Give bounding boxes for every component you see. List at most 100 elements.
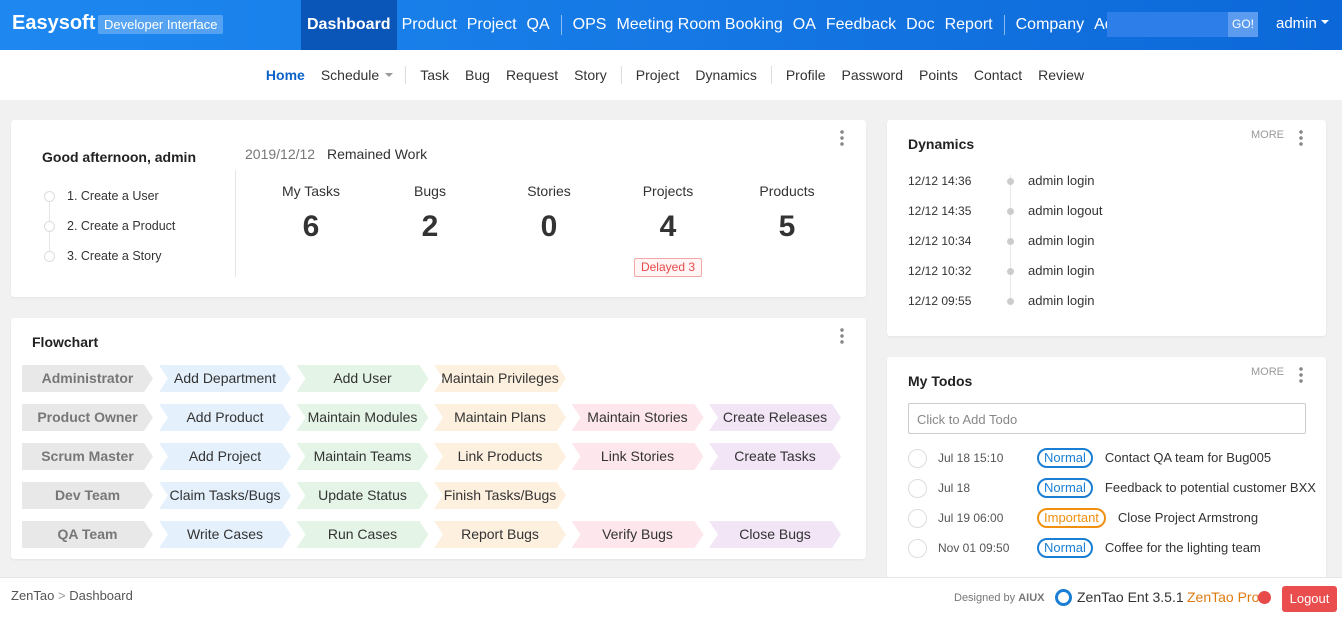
nav-item[interactable]: Project xyxy=(466,16,517,33)
flow-step[interactable]: Maintain Stories xyxy=(572,404,704,431)
flow-role: QA Team xyxy=(22,521,153,548)
todo-row: Important Close Project Armstrong xyxy=(1037,508,1258,528)
aiux[interactable]: AIUX xyxy=(1018,592,1045,604)
subnav-item[interactable]: Task xyxy=(420,67,450,83)
flow-step[interactable]: Verify Bugs xyxy=(572,521,704,548)
flow-step[interactable]: Finish Tasks/Bugs xyxy=(434,482,566,509)
nav-item[interactable]: Doc xyxy=(906,16,935,33)
flow-step[interactable]: Maintain Plans xyxy=(434,404,566,431)
step[interactable]: 2. Create a Product xyxy=(67,219,176,233)
subnav-separator xyxy=(770,66,772,84)
panel-menu[interactable] xyxy=(1299,366,1303,384)
search-box[interactable]: GO! xyxy=(1107,12,1258,37)
timeline-dot xyxy=(1007,208,1014,215)
flow-step[interactable]: Maintain Teams xyxy=(297,443,429,470)
logout-button[interactable]: Logout xyxy=(1282,586,1337,612)
more-link[interactable]: MORE xyxy=(1251,129,1284,141)
todo-text[interactable]: Contact QA team for Bug005 xyxy=(1104,450,1272,465)
flow-step[interactable]: Maintain Privileges xyxy=(434,365,566,392)
flow-step[interactable]: Create Releases xyxy=(709,404,841,431)
nav-item[interactable]: Meeting Room Booking xyxy=(616,16,783,33)
flow-step[interactable]: Maintain Modules xyxy=(297,404,429,431)
subnav-item[interactable]: Home xyxy=(265,67,305,83)
subnav-item[interactable]: Profile xyxy=(785,67,826,83)
timeline-dot xyxy=(1007,178,1014,185)
step[interactable]: 1. Create a User xyxy=(67,189,159,203)
flow-step[interactable]: Add Product xyxy=(159,404,291,431)
subnav-item[interactable]: Schedule xyxy=(313,67,399,83)
subnav-item[interactable]: Contact xyxy=(973,67,1023,83)
flow-step[interactable]: Link Products xyxy=(434,443,566,470)
flow-step[interactable]: Close Bugs xyxy=(709,521,841,548)
nav-item[interactable]: Product xyxy=(401,16,457,33)
flow-step[interactable]: Add Department xyxy=(159,365,291,392)
flow-step[interactable]: Report Bugs xyxy=(434,521,566,548)
brand[interactable]: Easysoft xyxy=(12,12,96,34)
subnav-item[interactable]: Dynamics xyxy=(695,67,757,83)
dynamic-text[interactable]: admin login xyxy=(1028,293,1095,308)
todo-text[interactable]: Feedback to potential customer BXX xyxy=(1104,480,1316,495)
nav-item[interactable]: Company xyxy=(1015,16,1085,33)
divider xyxy=(235,170,236,277)
stat-value[interactable]: 5 xyxy=(778,210,796,243)
zentao-pro[interactable]: ZenTao Pro xyxy=(1187,589,1260,605)
breadcrumb-item[interactable]: ZenTao xyxy=(11,588,55,603)
nav-item[interactable]: Report xyxy=(944,16,993,33)
stat-value[interactable]: 4 xyxy=(659,210,677,243)
dynamic-text[interactable]: admin login xyxy=(1028,173,1095,188)
add-todo-input[interactable]: Click to Add Todo xyxy=(908,403,1306,434)
timeline-dot xyxy=(1007,298,1014,305)
nav-item[interactable]: QA xyxy=(526,16,550,33)
flow-step[interactable]: Add Project xyxy=(159,443,291,470)
dropdown-caret xyxy=(385,73,394,81)
flow-step[interactable]: Claim Tasks/Bugs xyxy=(159,482,291,509)
panel-menu[interactable] xyxy=(840,327,844,345)
nav-item[interactable]: Dashboard xyxy=(301,0,397,50)
flowchart-panel: Flowchart Administrator Add Department Add… xyxy=(11,318,866,559)
nav-separator xyxy=(1003,15,1005,35)
nav-item[interactable]: OPS xyxy=(572,16,607,33)
flow-step[interactable]: Run Cases xyxy=(297,521,429,548)
remained-work: Remained Work xyxy=(327,146,428,162)
panel-menu[interactable] xyxy=(840,129,844,147)
todo-check[interactable] xyxy=(908,539,927,558)
flow-step[interactable]: Link Stories xyxy=(572,443,704,470)
todo-check[interactable] xyxy=(908,509,927,528)
dynamic-text[interactable]: admin logout xyxy=(1028,203,1103,218)
todo-check[interactable] xyxy=(908,449,927,468)
version[interactable]: ZenTao Ent 3.5.1 xyxy=(1077,589,1184,605)
dynamic-text[interactable]: admin login xyxy=(1028,263,1095,278)
stat-value[interactable]: 2 xyxy=(421,210,439,243)
panel-menu[interactable] xyxy=(1299,129,1303,147)
user-menu[interactable]: admin xyxy=(1276,15,1329,32)
todo-check[interactable] xyxy=(908,479,927,498)
flow-step[interactable]: Add User xyxy=(297,365,429,392)
timeline-dot xyxy=(1007,238,1014,245)
panel-title: My Todos xyxy=(908,373,973,389)
zentao-logo xyxy=(1055,589,1072,606)
todo-text[interactable]: Coffee for the lighting team xyxy=(1104,540,1261,555)
nav-item[interactable]: Feedback xyxy=(825,16,897,33)
subnav-item[interactable]: Points xyxy=(918,67,958,83)
more-link[interactable]: MORE xyxy=(1251,366,1284,378)
todo-text[interactable]: Close Project Armstrong xyxy=(1117,510,1259,525)
breadcrumb-item[interactable]: Dashboard xyxy=(69,588,133,603)
subnav-item[interactable]: Story xyxy=(574,67,607,83)
step[interactable]: 3. Create a Story xyxy=(67,249,162,263)
stat-value[interactable]: 0 xyxy=(540,210,558,243)
subnav-item[interactable]: Request xyxy=(505,67,559,83)
subnav-item[interactable]: Password xyxy=(841,67,903,83)
subnav-item[interactable]: Project xyxy=(635,67,680,83)
footer: ZenTao > Dashboard Designed by AIUX ZenT… xyxy=(0,577,1342,617)
search-button[interactable]: GO! xyxy=(1228,12,1258,37)
flow-step[interactable]: Write Cases xyxy=(159,521,291,548)
subnav-item[interactable]: Review xyxy=(1038,67,1085,83)
flow-step[interactable]: Create Tasks xyxy=(709,443,841,470)
nav-item[interactable]: OA xyxy=(792,16,816,33)
stat-label: Products xyxy=(759,183,815,199)
stat-value[interactable]: 6 xyxy=(302,210,320,243)
dynamic-text[interactable]: admin login xyxy=(1028,233,1095,248)
subnav-item[interactable]: Bug xyxy=(465,67,490,83)
flow-step[interactable]: Update Status xyxy=(297,482,429,509)
